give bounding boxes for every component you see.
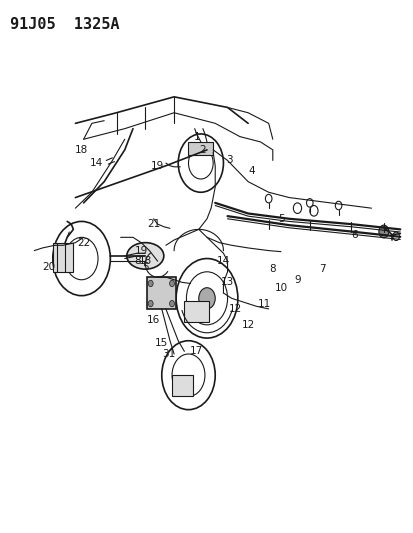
Text: 21: 21 bbox=[147, 219, 160, 229]
Text: 4: 4 bbox=[248, 166, 255, 176]
Text: 16: 16 bbox=[147, 314, 160, 325]
Text: 13: 13 bbox=[221, 277, 234, 287]
Text: 14: 14 bbox=[89, 158, 102, 168]
Text: 11: 11 bbox=[257, 298, 271, 309]
Text: 7: 7 bbox=[318, 264, 325, 274]
Bar bbox=[172, 375, 192, 397]
Text: 10: 10 bbox=[274, 282, 287, 293]
Text: 9: 9 bbox=[294, 274, 300, 285]
Text: 22: 22 bbox=[77, 238, 90, 248]
Text: 20: 20 bbox=[42, 262, 55, 271]
Text: 1: 1 bbox=[193, 132, 199, 142]
Ellipse shape bbox=[126, 243, 164, 269]
Text: 14: 14 bbox=[216, 256, 230, 266]
Circle shape bbox=[169, 280, 174, 287]
Text: 8: 8 bbox=[133, 256, 140, 266]
Text: 91J05  1325A: 91J05 1325A bbox=[9, 17, 119, 33]
Circle shape bbox=[378, 225, 388, 238]
Text: 17: 17 bbox=[190, 346, 203, 357]
Text: 18: 18 bbox=[75, 145, 88, 155]
Text: 19: 19 bbox=[151, 161, 164, 171]
Circle shape bbox=[198, 288, 215, 309]
Circle shape bbox=[148, 301, 153, 307]
Text: 2: 2 bbox=[199, 145, 206, 155]
Bar bbox=[184, 301, 209, 322]
Circle shape bbox=[148, 280, 153, 287]
Text: 18: 18 bbox=[138, 256, 152, 266]
Text: 5: 5 bbox=[142, 262, 148, 271]
Text: 12: 12 bbox=[241, 320, 254, 330]
Text: 3: 3 bbox=[226, 156, 233, 165]
Text: 6: 6 bbox=[351, 230, 358, 240]
Text: 19: 19 bbox=[134, 246, 147, 256]
Text: 5: 5 bbox=[277, 214, 284, 224]
Text: 8: 8 bbox=[269, 264, 275, 274]
Text: 15: 15 bbox=[155, 338, 168, 349]
Bar bbox=[147, 277, 176, 309]
Bar bbox=[188, 142, 213, 155]
Text: 31: 31 bbox=[162, 349, 176, 359]
Bar bbox=[53, 243, 73, 272]
Text: 12: 12 bbox=[229, 304, 242, 314]
Circle shape bbox=[169, 301, 174, 307]
